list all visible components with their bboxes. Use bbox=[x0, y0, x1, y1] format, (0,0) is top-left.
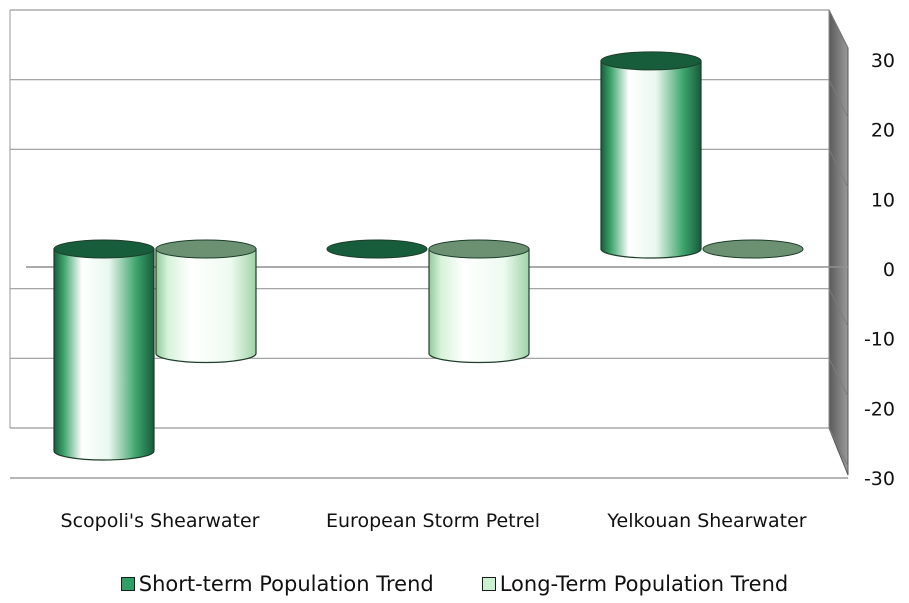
legend-swatch bbox=[120, 577, 135, 591]
bar-cap bbox=[155, 239, 257, 259]
y-tick-label: 30 bbox=[871, 50, 895, 72]
y-tick-label: 10 bbox=[871, 189, 895, 211]
bar-cap bbox=[600, 51, 702, 71]
bar-long-term-population-trend-2 bbox=[702, 239, 804, 259]
bar-short-term-population-trend-0 bbox=[53, 239, 155, 461]
y-tick-label: 0 bbox=[883, 259, 895, 281]
gridline-side bbox=[828, 79, 849, 118]
gridline-side bbox=[828, 288, 849, 327]
category-label: Scopoli's Shearwater bbox=[61, 510, 260, 532]
bar-cap bbox=[326, 239, 428, 259]
bar-body bbox=[155, 248, 257, 364]
bars bbox=[53, 51, 804, 461]
gridline-side bbox=[828, 427, 849, 467]
legend-item: Short-term Population Trend bbox=[120, 572, 434, 596]
y-tick-label: -30 bbox=[864, 468, 895, 490]
bar-long-term-population-trend-1 bbox=[428, 239, 530, 364]
legend-item: Long-Term Population Trend bbox=[481, 572, 789, 596]
right-side-wall bbox=[828, 9, 849, 476]
legend-swatch bbox=[481, 577, 496, 591]
legend-label: Long-Term Population Trend bbox=[499, 572, 789, 596]
bar-body bbox=[428, 248, 530, 364]
y-tick-label: -10 bbox=[864, 329, 895, 351]
bar-cap bbox=[428, 239, 530, 259]
gridline-side bbox=[828, 358, 849, 397]
bar-cap bbox=[702, 239, 804, 259]
bar-short-term-population-trend-1 bbox=[326, 239, 428, 259]
legend: Short-term Population Trend Long-Term Pop… bbox=[0, 572, 909, 596]
bar-body bbox=[600, 60, 702, 259]
bar-long-term-population-trend-0 bbox=[155, 239, 257, 364]
bar-body bbox=[53, 248, 155, 461]
legend-label: Short-term Population Trend bbox=[138, 572, 434, 596]
bar-cap bbox=[53, 239, 155, 259]
bar-short-term-population-trend-2 bbox=[600, 51, 702, 259]
y-axis-ticks: 30 20 10 0 -10 -20 -30 bbox=[864, 50, 895, 490]
gridline-side bbox=[828, 9, 849, 49]
category-label: European Storm Petrel bbox=[326, 510, 540, 532]
category-labels: Scopoli's Shearwater European Storm Petre… bbox=[61, 510, 807, 532]
category-label: Yelkouan Shearwater bbox=[606, 510, 806, 532]
gridline-side bbox=[828, 149, 849, 188]
y-tick-label: 20 bbox=[871, 120, 895, 142]
y-tick-label: -20 bbox=[864, 398, 895, 420]
